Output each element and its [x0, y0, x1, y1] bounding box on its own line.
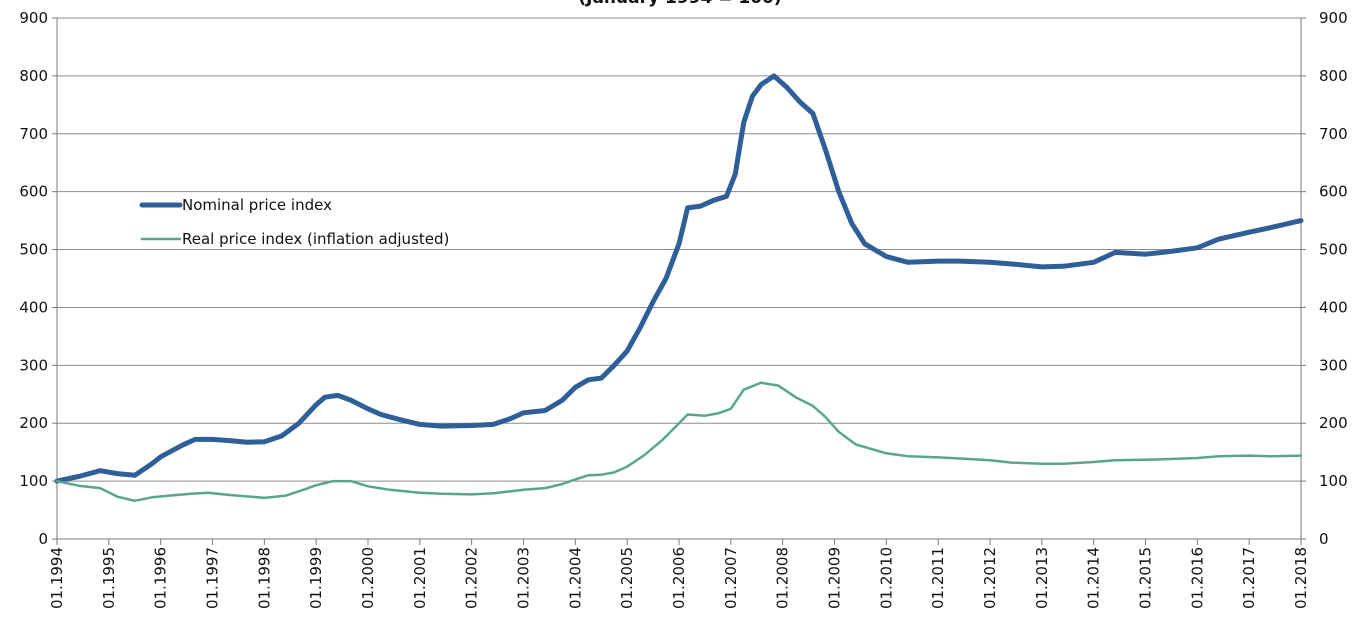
- x-tick-label: 01.2002: [463, 547, 481, 609]
- x-tick-label: 01.2006: [670, 547, 688, 609]
- x-tick-label: 01.1997: [204, 547, 222, 609]
- y-tick-label-right: 500: [1319, 241, 1348, 259]
- axes: [52, 17, 1306, 545]
- x-tick-label: 01.2017: [1240, 547, 1258, 609]
- legend-label-nominal: Nominal price index: [182, 196, 332, 214]
- y-tick-label-left: 400: [19, 298, 48, 316]
- y-tick-label-right: 600: [1319, 183, 1348, 201]
- x-tick-label: 01.2018: [1292, 547, 1310, 609]
- y-tick-label-right: 800: [1319, 67, 1348, 85]
- series-lines: [54, 73, 1304, 503]
- x-tick-label: 01.2016: [1188, 547, 1206, 609]
- legend: Nominal price index Real price index (in…: [139, 196, 449, 248]
- y-tick-label-left: 800: [19, 67, 48, 85]
- y-tick-label-left: 300: [19, 356, 48, 374]
- y-tick-label-left: 100: [19, 472, 48, 490]
- y-tick-label-right: 900: [1319, 9, 1348, 27]
- x-tick-label: 01.2000: [359, 547, 377, 609]
- x-tick-label: 01.2004: [566, 547, 584, 609]
- x-tick-label: 01.2012: [981, 547, 999, 609]
- x-tick-label: 01.1995: [100, 547, 118, 609]
- y-tick-label-left: 500: [19, 241, 48, 259]
- x-axis-ticks: 01.1994 01.1995 01.1996 01.1997 01.1998 01.19…: [48, 547, 1310, 609]
- x-tick-label: 01.2008: [774, 547, 792, 609]
- x-tick-label: 01.2013: [1033, 547, 1051, 609]
- y-tick-label-left: 0: [38, 530, 48, 548]
- y-axis-right-ticks: 0 100 200 300 400 500 600 700 800 900: [1319, 9, 1348, 548]
- y-tick-label-left: 700: [19, 125, 48, 143]
- x-tick-label: 01.1999: [307, 547, 325, 609]
- series-line-1: [55, 381, 1303, 503]
- y-tick-label-right: 100: [1319, 472, 1348, 490]
- x-tick-label: 01.2003: [515, 547, 533, 609]
- x-tick-label: 01.2011: [929, 547, 947, 609]
- y-tick-label-right: 200: [1319, 414, 1348, 432]
- x-tick-label: 01.1998: [255, 547, 273, 609]
- y-tick-label-right: 400: [1319, 298, 1348, 316]
- series-line-0: [54, 73, 1304, 484]
- y-axis-left-ticks: 0 100 200 300 400 500 600 700 800 900: [19, 9, 48, 548]
- x-tick-label: 01.2001: [411, 547, 429, 609]
- x-tick-label: 01.2014: [1085, 547, 1103, 609]
- x-tick-label: 01.2015: [1137, 547, 1155, 609]
- y-tick-label-right: 700: [1319, 125, 1348, 143]
- y-tick-label-left: 900: [19, 9, 48, 27]
- y-tick-label-right: 300: [1319, 356, 1348, 374]
- x-tick-label: 01.2009: [826, 547, 844, 609]
- x-tick-label: 01.2007: [722, 547, 740, 609]
- y-tick-label-right: 0: [1319, 530, 1329, 548]
- x-tick-label: 01.2010: [877, 547, 895, 609]
- y-tick-label-left: 600: [19, 183, 48, 201]
- x-tick-label: 01.2005: [618, 547, 636, 609]
- x-tick-label: 01.1994: [48, 547, 66, 609]
- x-tick-label: 01.1996: [152, 547, 170, 609]
- y-tick-label-left: 200: [19, 414, 48, 432]
- legend-label-real: Real price index (inflation adjusted): [182, 230, 449, 248]
- chart-title: (January 1994 = 100): [578, 0, 781, 8]
